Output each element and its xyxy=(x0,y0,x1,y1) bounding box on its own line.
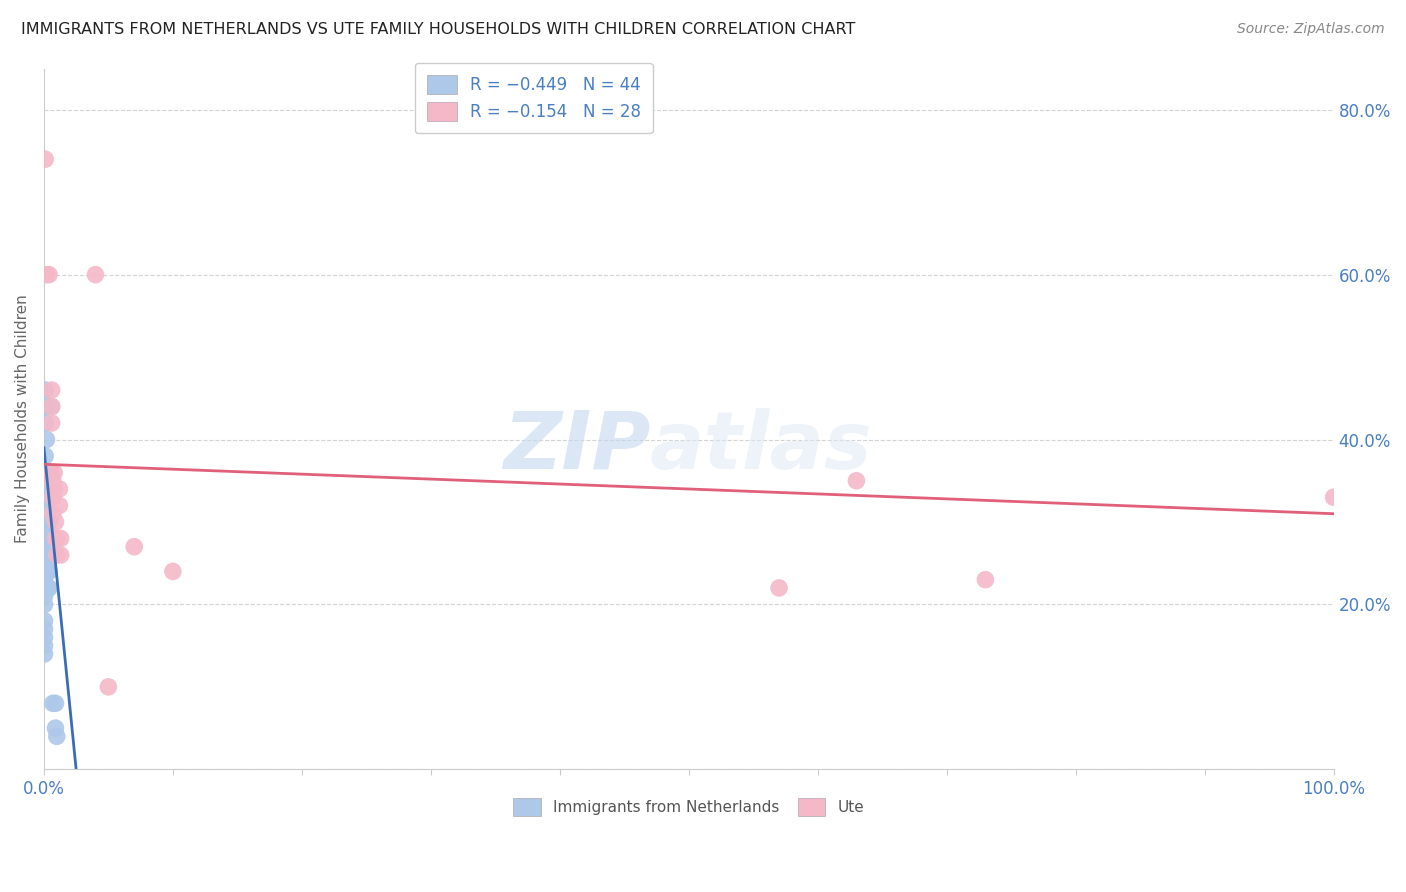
Point xyxy=(37,581,59,595)
Point xyxy=(35,482,58,496)
Point xyxy=(34,565,56,579)
Point xyxy=(1323,490,1346,504)
Point xyxy=(37,532,59,546)
Point xyxy=(34,647,56,661)
Point xyxy=(35,532,58,546)
Point xyxy=(34,515,56,529)
Point xyxy=(974,573,997,587)
Text: Source: ZipAtlas.com: Source: ZipAtlas.com xyxy=(1237,22,1385,37)
Point xyxy=(48,482,70,496)
Point xyxy=(41,400,63,414)
Point xyxy=(34,507,56,521)
Point xyxy=(34,556,56,570)
Text: ZIP: ZIP xyxy=(503,408,650,486)
Point xyxy=(41,383,63,397)
Point xyxy=(41,400,63,414)
Point xyxy=(34,499,56,513)
Point xyxy=(45,729,67,743)
Point xyxy=(45,532,67,546)
Point xyxy=(42,697,65,711)
Point xyxy=(41,466,63,480)
Text: IMMIGRANTS FROM NETHERLANDS VS UTE FAMILY HOUSEHOLDS WITH CHILDREN CORRELATION C: IMMIGRANTS FROM NETHERLANDS VS UTE FAMIL… xyxy=(21,22,855,37)
Point xyxy=(44,721,66,735)
Point xyxy=(44,515,66,529)
Point xyxy=(35,548,58,562)
Point xyxy=(44,532,66,546)
Point xyxy=(42,507,65,521)
Point xyxy=(34,548,56,562)
Point xyxy=(162,565,184,579)
Point xyxy=(84,268,107,282)
Point xyxy=(34,589,56,603)
Point xyxy=(34,152,56,166)
Point xyxy=(44,466,66,480)
Text: atlas: atlas xyxy=(650,408,873,486)
Point xyxy=(35,515,58,529)
Point xyxy=(44,697,66,711)
Point xyxy=(48,499,70,513)
Point xyxy=(34,532,56,546)
Y-axis label: Family Households with Children: Family Households with Children xyxy=(15,294,30,543)
Point xyxy=(35,565,58,579)
Point xyxy=(37,565,59,579)
Point xyxy=(49,532,72,546)
Point xyxy=(38,548,60,562)
Point xyxy=(44,482,66,496)
Point xyxy=(34,548,56,562)
Point xyxy=(35,400,58,414)
Point xyxy=(845,474,868,488)
Point xyxy=(34,416,56,430)
Point xyxy=(34,639,56,653)
Point xyxy=(35,515,58,529)
Point xyxy=(768,581,790,595)
Point xyxy=(42,474,65,488)
Point xyxy=(34,614,56,628)
Point xyxy=(34,631,56,645)
Legend: Immigrants from Netherlands, Ute: Immigrants from Netherlands, Ute xyxy=(505,789,873,825)
Point xyxy=(45,548,67,562)
Point xyxy=(41,416,63,430)
Point xyxy=(42,490,65,504)
Point xyxy=(34,573,56,587)
Point xyxy=(38,565,60,579)
Point xyxy=(122,540,145,554)
Point xyxy=(35,433,58,447)
Point xyxy=(38,581,60,595)
Point xyxy=(34,532,56,546)
Point xyxy=(34,490,56,504)
Point xyxy=(49,548,72,562)
Point xyxy=(34,622,56,636)
Point xyxy=(35,268,58,282)
Point xyxy=(34,598,56,612)
Point xyxy=(38,515,60,529)
Point xyxy=(97,680,120,694)
Point xyxy=(34,581,56,595)
Point xyxy=(34,449,56,463)
Point xyxy=(38,268,60,282)
Point xyxy=(35,466,58,480)
Point xyxy=(39,466,62,480)
Point xyxy=(34,383,56,397)
